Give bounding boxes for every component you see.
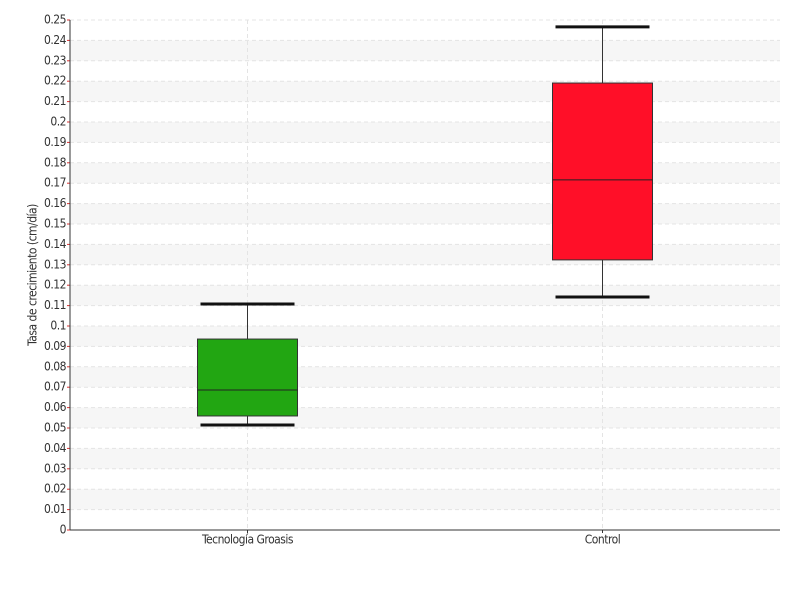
grid-band — [70, 162, 780, 184]
grid-band — [70, 326, 780, 347]
y-tick-label: 0.03 — [44, 461, 66, 475]
grid-band — [70, 285, 780, 306]
grid-band — [70, 81, 780, 102]
y-tick-label: 0.07 — [44, 380, 66, 394]
grid-band — [70, 366, 780, 388]
grid-band — [70, 448, 780, 469]
y-tick-label: 0.2 — [50, 115, 66, 129]
y-tick-label: 0.13 — [44, 257, 66, 271]
y-tick-label: 0.08 — [44, 359, 67, 373]
y-tick-label: 0.01 — [44, 502, 66, 516]
grid-band — [70, 489, 780, 510]
y-tick-label: 0.1 — [50, 319, 66, 333]
grid-band — [70, 40, 780, 61]
x-tick-label: Tecnología Groasis — [201, 533, 294, 547]
y-tick-label: 0.11 — [44, 298, 66, 312]
y-tick-label: 0.02 — [44, 482, 66, 496]
y-tick-label: 0.17 — [44, 176, 66, 190]
y-tick-label: 0.12 — [44, 278, 66, 292]
y-tick-label: 0.06 — [44, 400, 67, 414]
y-tick-label: 0.22 — [44, 74, 66, 88]
grid-band — [70, 203, 780, 224]
grid-band — [70, 407, 780, 428]
grid-band — [70, 122, 780, 143]
box — [552, 82, 653, 261]
y-tick-label: 0 — [60, 523, 67, 537]
y-tick-label: 0.09 — [44, 339, 67, 353]
y-tick-label: 0.14 — [44, 237, 67, 251]
y-tick-label: 0.04 — [44, 441, 67, 455]
x-tick-label: Control — [585, 533, 621, 547]
y-tick-label: 0.15 — [44, 217, 66, 231]
grid-band — [70, 244, 780, 265]
y-axis-label: Tasa de crecimiento (cm/día) — [26, 204, 40, 347]
y-tick-label: 0.23 — [44, 53, 66, 67]
y-tick-label: 0.21 — [44, 94, 66, 108]
y-tick-label: 0.25 — [44, 13, 66, 27]
y-tick-label: 0.19 — [44, 135, 67, 149]
y-tick-label: 0.16 — [44, 196, 67, 210]
y-tick-label: 0.24 — [44, 33, 67, 47]
box — [197, 338, 298, 417]
y-tick-label: 0.05 — [44, 421, 66, 435]
y-tick-label: 0.18 — [44, 155, 67, 169]
